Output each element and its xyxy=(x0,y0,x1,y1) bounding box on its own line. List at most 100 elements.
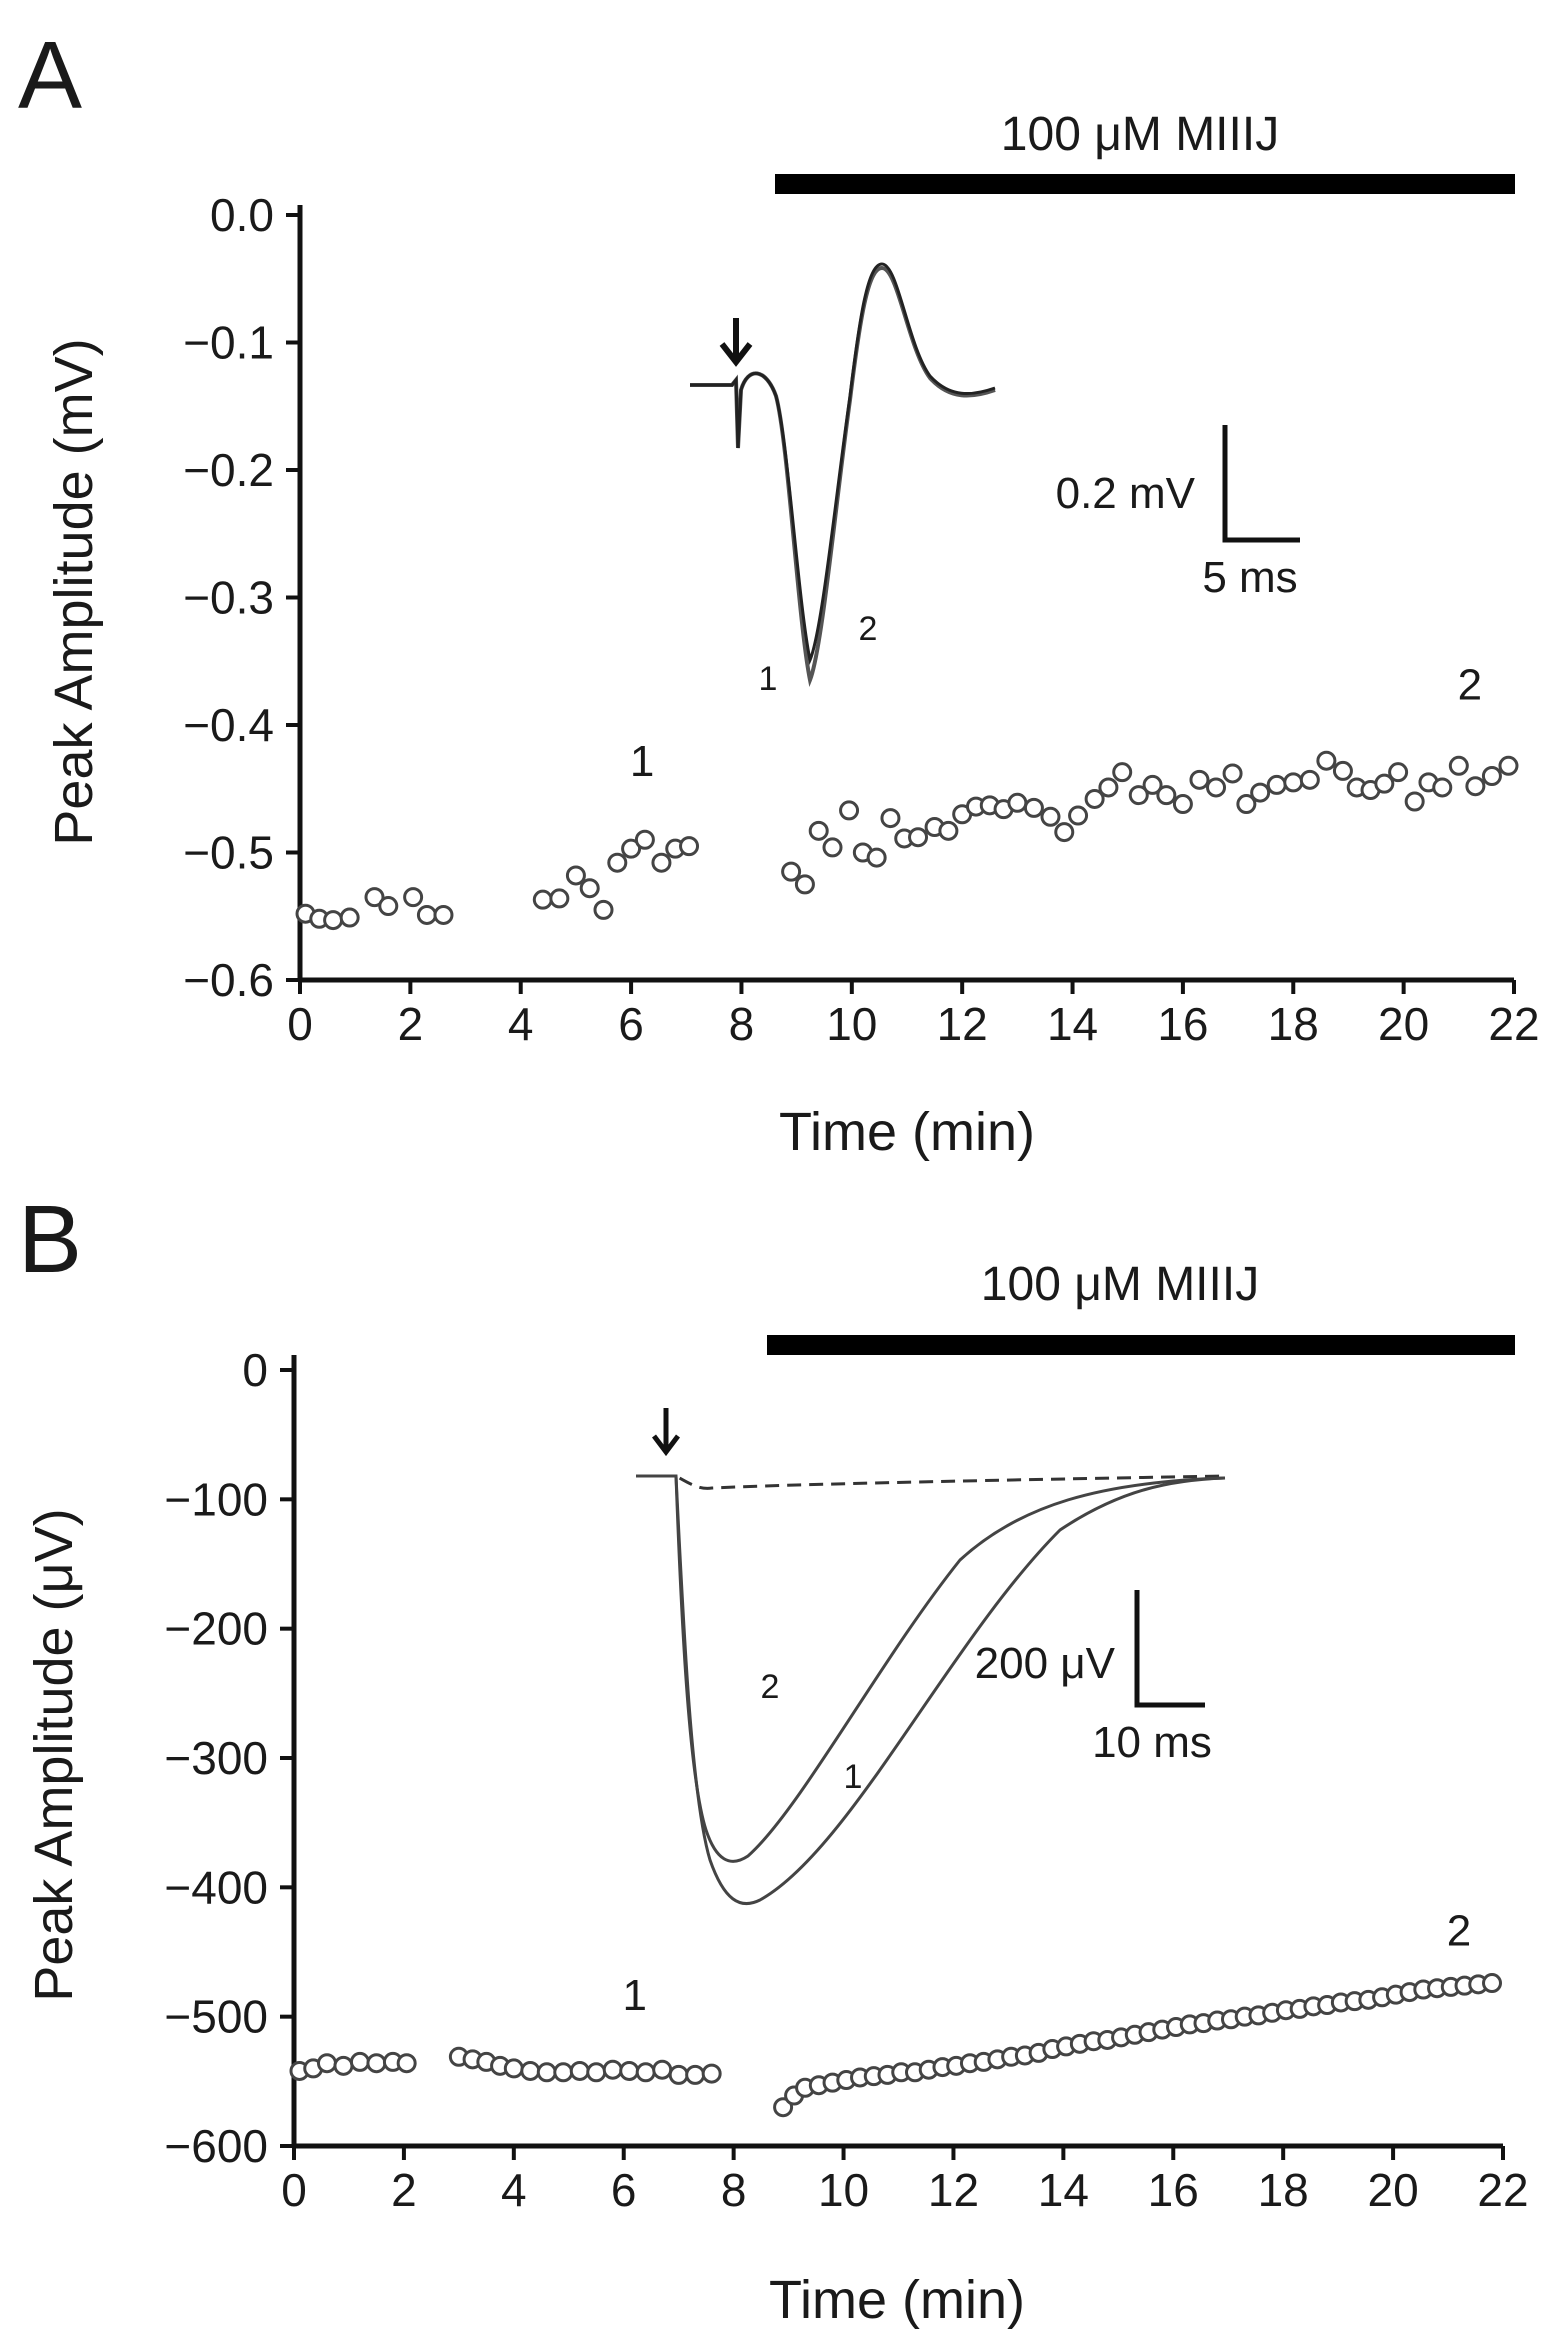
panel-a-data-point xyxy=(1283,772,1304,793)
panel-a-data-point xyxy=(1156,785,1177,806)
panel-a-data-point xyxy=(1465,776,1486,797)
panel-a-label: A xyxy=(18,22,82,129)
panel-a-data-point xyxy=(621,838,642,859)
panel-a-data-point xyxy=(565,865,586,886)
panel-b-data-point xyxy=(619,2060,640,2081)
panel-b-stimulus-arrow xyxy=(652,1408,680,1457)
panel-b-data-point xyxy=(586,2062,607,2083)
panel-a-data-point xyxy=(781,861,802,882)
panel-a-x-axis-label: Time (min) xyxy=(779,1102,1035,1162)
panel-a-data-point xyxy=(607,852,628,873)
panel-a-data-point xyxy=(1142,774,1163,795)
panel-b-x-tick-label: 8 xyxy=(721,2164,747,2216)
panel-a-y-tick-label: −0.6 xyxy=(183,954,274,1006)
panel-b-data-point xyxy=(333,2055,354,2076)
panel-a-data-point xyxy=(794,874,815,895)
panel-b-points xyxy=(289,1973,1503,2118)
panel-a-y-tick-label: −0.4 xyxy=(183,699,274,751)
panel-b-data-point xyxy=(520,2060,541,2081)
panel-a-data-point xyxy=(532,889,553,910)
panel-b-annotation-label: 1 xyxy=(622,1971,646,2020)
panel-a-y-tick-label: −0.2 xyxy=(183,444,274,496)
panel-a-data-point xyxy=(1299,769,1320,790)
panel-a-data-point xyxy=(880,808,901,829)
panel-a-data-point xyxy=(1481,766,1502,786)
panel-a-drug-bar xyxy=(775,174,1515,194)
panel-a-data-point xyxy=(339,907,360,928)
panel-b-y-tick-label: −200 xyxy=(164,1603,268,1655)
panel-a-points xyxy=(295,750,1519,931)
panel-a-stimulus-arrow xyxy=(719,318,753,367)
panel-a-trace-2 xyxy=(690,262,996,666)
panel-a-data-point xyxy=(593,899,614,920)
panel-a-scale-vertical-label: 0.2 mV xyxy=(1056,469,1196,518)
panel-a-drug-bar-label: 100 μM MIIIJ xyxy=(1001,108,1279,161)
panel-a-data-point xyxy=(1498,755,1519,776)
panel-a-x-tick-label: 20 xyxy=(1378,998,1429,1050)
panel-a-annotations: 12 xyxy=(630,661,1482,787)
panel-a-data-point xyxy=(403,887,424,908)
panel-a-data-point xyxy=(1128,785,1149,806)
panel-b-x-tick-label: 0 xyxy=(281,2164,307,2216)
panel-a-data-point xyxy=(1040,806,1061,827)
panel-b-x-tick-label: 12 xyxy=(928,2164,979,2216)
panel-b-data-point xyxy=(569,2060,590,2081)
panel-a-data-point xyxy=(1112,762,1133,783)
panel-b-y-tick-label: −400 xyxy=(164,1861,268,1913)
panel-a-data-point xyxy=(908,827,929,848)
panel-a-data-point xyxy=(1374,773,1395,794)
panel-a-x-tick-label: 4 xyxy=(508,998,534,1050)
panel-b-label: B xyxy=(18,1186,82,1293)
panel-b-data-point xyxy=(1482,1973,1503,1994)
panel-b-y-tick-label: −300 xyxy=(164,1732,268,1784)
panel-b: B 100 μM MIIIJ 0 2 4 6 8 10 12 14 16 18 20 220−100−… xyxy=(18,1186,1529,2330)
panel-b-data-point xyxy=(536,2062,557,2083)
panel-b-data-point xyxy=(602,2059,623,2080)
panel-a-data-point xyxy=(1404,791,1425,812)
panel-a-data-point xyxy=(1068,805,1089,826)
panel-a-y-tick-label: −0.3 xyxy=(183,572,274,624)
panel-b-inset: 2 1 200 μV 10 ms xyxy=(636,1408,1226,1906)
panel-b-data-point xyxy=(668,2064,689,2085)
panel-b-x-tick-label: 10 xyxy=(818,2164,869,2216)
panel-a-scale-horizontal-label: 5 ms xyxy=(1202,553,1297,602)
panel-a-data-point xyxy=(433,904,454,925)
panel-a-data-point xyxy=(651,852,672,873)
panel-a-x-tick-label: 0 xyxy=(287,998,313,1050)
panel-a-data-point xyxy=(378,896,399,917)
panel-b-drug-bar xyxy=(767,1335,1515,1355)
panel-b-data-point xyxy=(635,2062,656,2083)
panel-a-data-point xyxy=(822,837,843,858)
panel-b-data-point xyxy=(349,2051,370,2072)
panel-b-scale-horizontal-label: 10 ms xyxy=(1092,1718,1212,1767)
panel-a-data-point xyxy=(808,820,829,841)
panel-a-data-point xyxy=(1098,777,1119,798)
panel-b-drug-bar-label: 100 μM MIIIJ xyxy=(981,1258,1259,1311)
panel-b-data-point xyxy=(773,2097,794,2118)
panel-a-y-tick-label: 0.0 xyxy=(210,189,274,241)
panel-a-x-tick-label: 18 xyxy=(1268,998,1319,1050)
panel-a-data-point xyxy=(1023,797,1044,818)
panel-a-x-tick-label: 14 xyxy=(1047,998,1098,1050)
panel-a-data-point xyxy=(1172,794,1193,815)
panel-a-data-point xyxy=(323,910,344,931)
panel-a-data-point xyxy=(549,888,570,909)
panel-a: A 100 μM MIIIJ 0 2 4 6 8 10 12 14 16 18 20 220.0−0.… xyxy=(18,22,1540,1162)
panel-a-data-point xyxy=(579,878,600,899)
panel-b-data-point xyxy=(366,2053,387,2074)
panel-a-x-tick-label: 6 xyxy=(618,998,644,1050)
panel-a-x-tick-label: 12 xyxy=(937,998,988,1050)
panel-b-x-tick-label: 14 xyxy=(1038,2164,1089,2216)
panel-a-data-point xyxy=(364,887,385,908)
panel-a-scale-bar xyxy=(1222,425,1300,543)
panel-a-data-point xyxy=(1432,777,1453,798)
panel-b-data-point xyxy=(503,2058,524,2079)
panel-b-data-point xyxy=(701,2063,722,2084)
panel-b-x-tick-label: 2 xyxy=(391,2164,417,2216)
panel-b-x-tick-label: 18 xyxy=(1258,2164,1309,2216)
panel-b-data-point xyxy=(316,2053,337,2074)
panel-b-scale-bar xyxy=(1134,1590,1205,1708)
panel-b-annotations: 12 xyxy=(622,1907,1471,2021)
panel-a-data-point xyxy=(1316,750,1337,771)
